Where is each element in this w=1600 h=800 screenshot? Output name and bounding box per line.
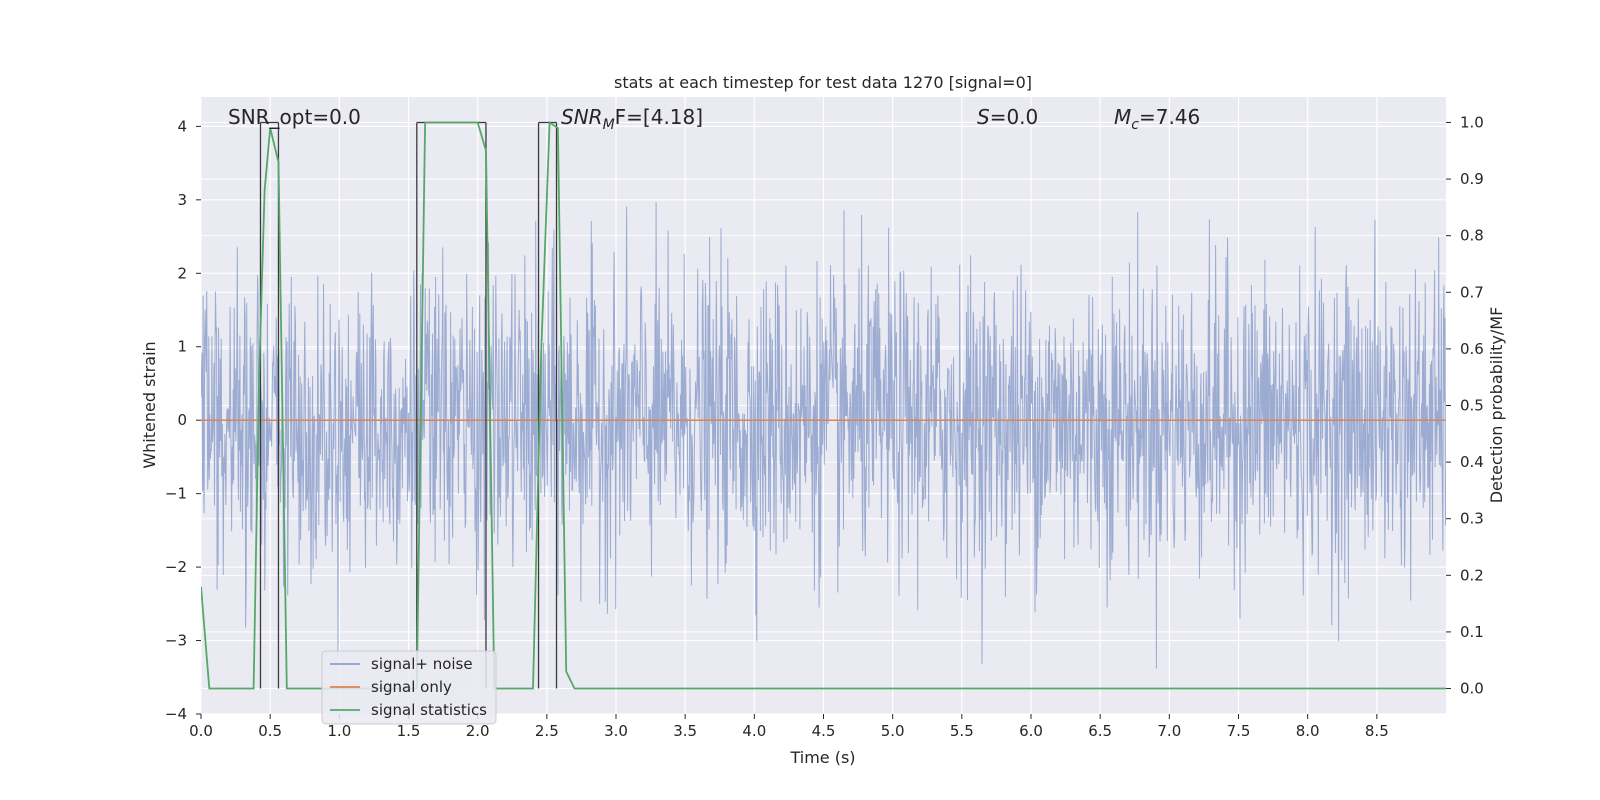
annotation-mc-subscript: c <box>1131 117 1139 133</box>
x-axis-label: Time (s) <box>789 748 855 767</box>
x-tick-label: 4.0 <box>742 722 766 740</box>
left-y-tick-label: 2 <box>177 264 187 282</box>
annotation-mc-value: =7.46 <box>1139 105 1200 129</box>
x-tick-label: 7.0 <box>1157 722 1181 740</box>
detection-boundaries <box>259 121 558 689</box>
x-tick-label: 1.5 <box>397 722 421 740</box>
x-axis-ticks: 0.0 0.5 1.0 1.5 2.0 2.5 3.0 3.5 4.0 4.5 5.0 5.5 6.0 6… <box>189 714 1389 740</box>
x-tick-label: 4.5 <box>812 722 836 740</box>
chart-title: stats at each timestep for test data 127… <box>614 73 1032 92</box>
legend-label-signal-noise: signal+ noise <box>371 655 473 673</box>
right-y-tick-label: 0.2 <box>1460 566 1484 584</box>
legend-label-signal-statistics: signal statistics <box>371 701 487 719</box>
annotation-s-value: =0.0 <box>990 105 1039 129</box>
left-y-tick-label: 4 <box>177 117 187 135</box>
right-y-tick-label: 0.4 <box>1460 453 1484 471</box>
left-y-tick-label: −4 <box>165 705 187 723</box>
right-y-tick-label: 0.8 <box>1460 227 1484 245</box>
annotation-s: S=0.0 <box>977 105 1038 129</box>
x-tick-label: 0.5 <box>258 722 282 740</box>
left-y-axis-ticks: 4 3 2 1 0 −1 −2 −3 −4 <box>165 117 201 723</box>
x-tick-label: 1.0 <box>327 722 351 740</box>
right-y-tick-label: 0.0 <box>1460 680 1484 698</box>
annotation-s-symbol: S <box>977 105 990 129</box>
annotation-mc: Mc=7.46 <box>1114 105 1200 133</box>
legend: signal+ noise signal only signal statist… <box>321 650 497 725</box>
right-y-axis-ticks: 1.0 0.9 0.8 0.7 0.6 0.5 0.4 0.3 0.2 0.1 0.0 <box>1446 113 1484 698</box>
right-y-axis-label: Detection probability/MF <box>1487 307 1506 504</box>
right-y-tick-label: 0.6 <box>1460 340 1484 358</box>
x-tick-label: 3.0 <box>604 722 628 740</box>
x-tick-label: 6.0 <box>1019 722 1043 740</box>
x-tick-label: 2.5 <box>535 722 559 740</box>
right-y-tick-label: 0.9 <box>1460 170 1484 188</box>
right-y-tick-label: 0.1 <box>1460 623 1484 641</box>
x-tick-label: 5.5 <box>950 722 974 740</box>
left-y-tick-label: −1 <box>165 485 187 503</box>
left-y-tick-label: 3 <box>177 191 187 209</box>
annotation-mc-symbol: M <box>1114 105 1131 129</box>
x-tick-label: 5.0 <box>881 722 905 740</box>
x-tick-label: 7.5 <box>1227 722 1251 740</box>
left-y-axis-label: Whitened strain <box>140 341 159 468</box>
annotation-snr-opt: SNR_opt=0.0 <box>228 105 361 129</box>
annotation-snr-mf-symbol: SNR <box>561 105 603 129</box>
x-tick-label: 8.5 <box>1365 722 1389 740</box>
series-signal-statistics <box>201 120 1446 690</box>
x-tick-label: 2.0 <box>466 722 490 740</box>
annotation-snr-mf-subscript: M <box>603 117 615 133</box>
left-y-tick-label: −3 <box>165 632 187 650</box>
left-y-tick-label: −2 <box>165 558 187 576</box>
x-tick-label: 8.0 <box>1296 722 1320 740</box>
left-y-tick-label: 1 <box>177 338 187 356</box>
right-y-tick-label: 0.5 <box>1460 397 1484 415</box>
legend-box <box>321 650 497 725</box>
x-tick-label: 3.5 <box>673 722 697 740</box>
left-y-tick-label: 0 <box>177 411 187 429</box>
x-tick-label: 0.0 <box>189 722 213 740</box>
annotation-snr-mf-value: F=[4.18] <box>615 105 703 129</box>
right-y-tick-label: 0.3 <box>1460 510 1484 528</box>
right-y-tick-label: 1.0 <box>1460 113 1484 131</box>
right-y-tick-label: 0.7 <box>1460 283 1484 301</box>
legend-label-signal-only: signal only <box>371 678 452 696</box>
x-tick-label: 6.5 <box>1088 722 1112 740</box>
annotation-snr-mf: SNRMF=[4.18] <box>561 105 703 133</box>
